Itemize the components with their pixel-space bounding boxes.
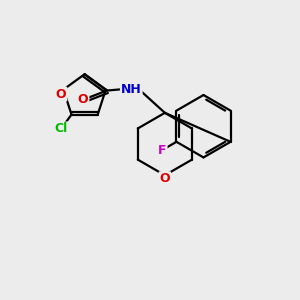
Text: Cl: Cl xyxy=(54,122,68,136)
Text: O: O xyxy=(56,88,66,100)
Text: F: F xyxy=(158,143,166,157)
Text: O: O xyxy=(78,93,88,106)
Text: O: O xyxy=(160,172,170,185)
Text: NH: NH xyxy=(121,82,142,96)
